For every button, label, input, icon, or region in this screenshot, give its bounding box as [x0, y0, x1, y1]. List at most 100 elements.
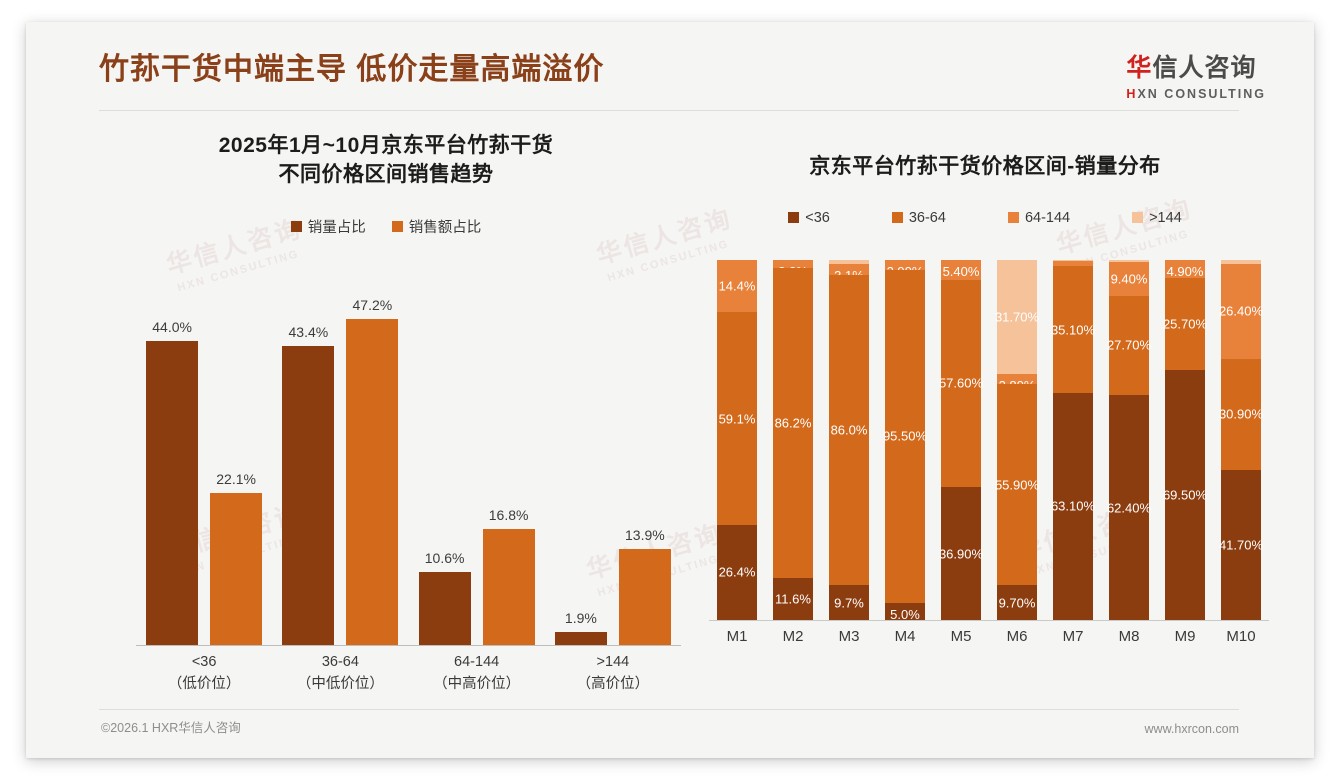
stack-segment[interactable]: 5.0% [885, 602, 925, 622]
stacked-bar-column[interactable]: 0.10%5.40%57.60%36.90% [933, 260, 989, 620]
x-axis-tick: M5 [950, 628, 972, 645]
stacked-bar-column[interactable]: 2.90% 95.50% 5.0% [877, 260, 933, 622]
legend-item-volume-share[interactable]: 销量占比 [290, 216, 366, 237]
bar-group: 44.0% 22.1% [136, 300, 272, 645]
stack-segment[interactable]: 26.4% [717, 524, 757, 620]
stack-segment[interactable]: 86.0% [829, 275, 869, 586]
bar[interactable] [418, 572, 471, 645]
slide-header: 竹荪干货中端主导 低价走量高端溢价 华信人咨询 HXN CONSULTING [26, 22, 1314, 114]
stack-segment[interactable]: 4.90% [1165, 260, 1205, 279]
stack-segment[interactable]: 26.40% [1219, 263, 1263, 359]
footer-divider [99, 709, 1239, 710]
stacked-bar-column[interactable]: 0.50%9.40%27.70%62.40% [1101, 260, 1157, 620]
stack-segment[interactable]: 5.40% [941, 260, 981, 280]
stack-segment[interactable]: 14.4% [717, 260, 757, 313]
bar[interactable] [210, 493, 263, 645]
legend-item-<36[interactable]: <36 [788, 210, 830, 226]
stacked-bar-column[interactable]: 31.70% 2.80% 55.90% 9.70% [989, 260, 1045, 620]
stack-segment[interactable]: 41.70% [1219, 469, 1263, 620]
bar-column[interactable]: 13.9% [618, 300, 671, 645]
bar[interactable] [482, 529, 535, 645]
bar-column[interactable]: 1.9% [554, 300, 607, 645]
bar[interactable] [554, 632, 607, 645]
segment-value-label: 95.50% [882, 428, 928, 444]
legend-swatch-icon [891, 212, 903, 224]
logo-chinese-rest: 信人咨询 [1152, 54, 1257, 82]
stack-segment[interactable]: 35.10% [1051, 266, 1095, 393]
stacked-bar-column[interactable]: 0.1%14.4%59.1%26.4% [709, 260, 765, 620]
stacked-bar-column[interactable]: 1.2%3.1%86.0%9.7% [821, 260, 877, 620]
x-axis-tick-secondary: （中高价位） [433, 675, 521, 692]
stack-segment[interactable]: 2.90% [885, 260, 925, 279]
grouped-bar-chart: 44.0% 22.1% 43.4% 47.2% 10.6% 16.8% 1.9% 13.9% … [86, 292, 686, 717]
right-chart-legend: <36 36-64 64-144 >144 [691, 210, 1279, 226]
stack-segment[interactable]: 30.90% [1219, 358, 1263, 470]
x-axis-line [709, 620, 1269, 621]
bar[interactable] [282, 346, 335, 645]
stack-segment[interactable]: 36.90% [939, 487, 983, 620]
bar-column[interactable]: 44.0% [146, 300, 199, 645]
legend-swatch-icon [1007, 212, 1019, 224]
stacked-bar-column[interactable]: 1.00%26.40%30.90%41.70% [1213, 260, 1269, 620]
stacked-bar[interactable]: 0.1%14.4%59.1%26.4% [717, 260, 757, 620]
stack-segment[interactable]: 63.10% [1051, 392, 1095, 620]
legend-item-revenue-share[interactable]: 销售额占比 [391, 216, 481, 237]
stack-segment[interactable]: 27.70% [1106, 295, 1152, 396]
stacked-bar[interactable]: 2.90% 95.50% 5.0% [882, 260, 928, 622]
left-chart-title: 2025年1月~10月京东平台竹荪干货 不同价格区间销售趋势 [86, 132, 686, 190]
bar-value-label: 16.8% [488, 507, 529, 523]
logo-english-text: HXN CONSULTING [1126, 87, 1266, 101]
stack-segment[interactable]: 62.40% [1106, 395, 1152, 620]
segment-value-label: 27.70% [1106, 337, 1152, 353]
bar-column[interactable]: 16.8% [482, 300, 535, 645]
stack-segment[interactable]: 57.60% [939, 279, 983, 488]
stack-segment[interactable]: 9.70% [997, 585, 1037, 620]
stacked-bar[interactable]: 0.50%9.40%27.70%62.40% [1106, 260, 1152, 620]
stacked-bar[interactable]: 4.90% 25.70% 69.50% [1163, 260, 1207, 620]
stack-segment[interactable]: 3.1% [829, 264, 869, 283]
stacked-bar-column[interactable]: 0.20%1.60%35.10%63.10% [1045, 260, 1101, 620]
bar-value-label: 13.9% [625, 527, 665, 543]
bar-value-label: 43.4% [288, 324, 329, 340]
stack-segment[interactable]: 9.7% [829, 585, 869, 620]
stack-segment[interactable]: 2.80% [997, 374, 1037, 393]
segment-value-label: 62.40% [1106, 500, 1152, 516]
bar-column[interactable]: 22.1% [210, 300, 263, 645]
x-axis-tick: M8 [1118, 628, 1140, 645]
bar-column[interactable]: 10.6% [418, 300, 471, 645]
stacked-bar[interactable]: 1.00%26.40%30.90%41.70% [1219, 260, 1263, 620]
stacked-bar[interactable]: 0.10%5.40%57.60%36.90% [939, 260, 983, 620]
x-axis-tick-primary: 64-144 [454, 654, 500, 670]
stacked-bar-column[interactable]: 2.2% 86.2% 11.6% [765, 260, 821, 620]
bar[interactable] [618, 549, 671, 645]
stack-segment[interactable]: 59.1% [717, 312, 757, 525]
bar[interactable] [346, 319, 399, 645]
stacked-bar[interactable]: 2.2% 86.2% 11.6% [773, 260, 813, 620]
x-axis-tick-primary: <36 [191, 654, 217, 670]
stack-segment[interactable]: 69.50% [1163, 370, 1207, 620]
stack-segment[interactable]: 25.70% [1163, 277, 1207, 371]
stack-segment[interactable]: 31.70% [995, 260, 1039, 374]
bar-column[interactable]: 47.2% [346, 297, 399, 645]
x-axis-line [136, 645, 681, 646]
legend-item->144[interactable]: >144 [1132, 210, 1182, 226]
stacked-bar-column[interactable]: 4.90% 25.70% 69.50% [1157, 260, 1213, 620]
stack-segment[interactable]: 55.90% [995, 384, 1039, 586]
legend-item-36-64[interactable]: 36-64 [891, 210, 946, 226]
segment-value-label: 5.40% [942, 264, 980, 280]
stack-segment[interactable]: 9.40% [1109, 261, 1149, 296]
stack-segment[interactable]: 95.50% [882, 270, 928, 603]
logo-chinese-text: 华信人咨询 [1126, 48, 1266, 84]
stacked-bar[interactable]: 1.2%3.1%86.0%9.7% [829, 260, 869, 620]
bar-column[interactable]: 43.4% [282, 300, 335, 645]
bar-value-label: 22.1% [216, 471, 256, 487]
stacked-bar[interactable]: 31.70% 2.80% 55.90% 9.70% [995, 260, 1039, 620]
footer-website[interactable]: www.hxrcon.com [1144, 722, 1239, 736]
stack-segment[interactable]: 2.2% [773, 260, 813, 279]
bar[interactable] [146, 341, 199, 645]
stack-segment[interactable]: 11.6% [773, 578, 813, 620]
stack-segment[interactable]: 86.2% [773, 267, 813, 579]
x-axis-tick: M9 [1174, 628, 1196, 645]
stacked-bar[interactable]: 0.20%1.60%35.10%63.10% [1051, 260, 1095, 620]
legend-item-64-144[interactable]: 64-144 [1007, 210, 1070, 226]
